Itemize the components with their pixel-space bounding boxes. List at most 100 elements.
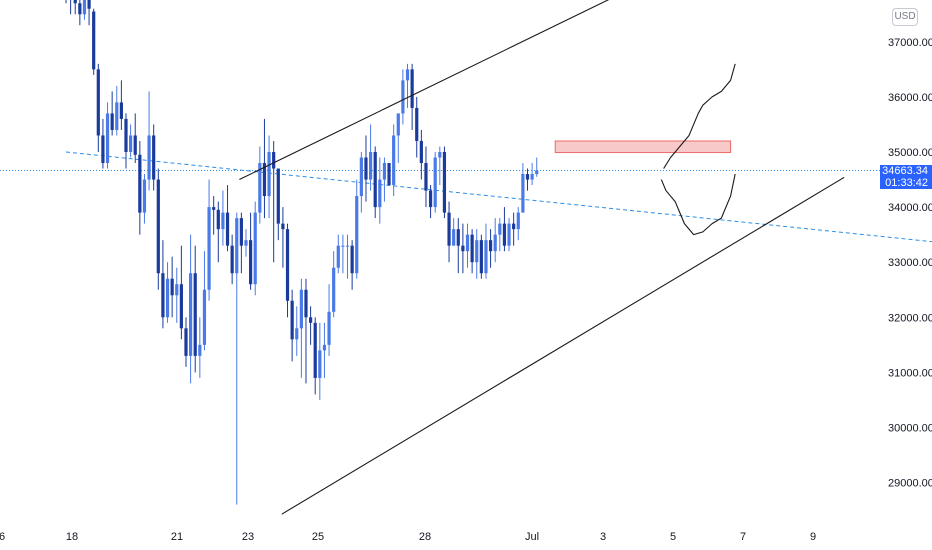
y-tick-label: 35000.00	[888, 147, 932, 159]
candle	[115, 85, 119, 136]
x-tick-label: 5	[670, 531, 676, 543]
candle	[410, 63, 414, 130]
candle	[424, 146, 428, 208]
candle	[105, 102, 110, 169]
candle	[516, 207, 520, 241]
x-axis[interactable]: 6 18 21 23 25 28 Jul 3 5 7 9	[0, 531, 816, 543]
candle	[110, 91, 114, 136]
candle	[267, 135, 271, 219]
candle	[498, 218, 502, 252]
candle	[461, 223, 465, 274]
x-tick-label: Jul	[525, 531, 539, 543]
x-tick-label: 18	[66, 531, 78, 543]
candle	[212, 196, 216, 235]
candle	[299, 278, 303, 378]
candle	[216, 201, 220, 263]
candle	[493, 218, 497, 263]
candle	[230, 234, 234, 285]
y-tick-label: 29000.00	[888, 478, 932, 490]
x-tick-label: 3	[600, 531, 606, 543]
candle	[78, 0, 82, 26]
candle	[355, 179, 359, 279]
candle	[129, 124, 133, 158]
candle	[138, 140, 142, 235]
candle	[165, 262, 170, 323]
candle	[530, 163, 534, 186]
candle	[253, 201, 257, 296]
candle	[452, 218, 456, 246]
candle	[92, 8, 96, 75]
candle	[189, 234, 193, 384]
candle	[207, 179, 211, 301]
candle	[101, 118, 105, 169]
y-tick-label: 32000.00	[888, 312, 932, 324]
last-price-label: 34663.34	[882, 164, 928, 177]
candle	[70, 0, 72, 15]
candle	[244, 229, 248, 257]
candle	[285, 223, 290, 318]
candle	[336, 234, 340, 274]
y-tick-label: 36000.00	[888, 92, 932, 104]
candle	[156, 168, 160, 290]
candle	[368, 124, 373, 191]
resistance-zone[interactable]	[554, 140, 732, 154]
countdown-label: 01:33:42	[885, 176, 928, 189]
candle	[221, 190, 225, 246]
currency-button[interactable]: USD	[892, 8, 918, 26]
candle	[345, 234, 350, 279]
upper-trendline[interactable]	[239, 0, 652, 181]
last-price-badge: 34663.34 01:33:42	[880, 164, 932, 189]
lower-trendline[interactable]	[281, 176, 845, 515]
candle	[327, 284, 331, 356]
candle	[87, 0, 91, 26]
candle	[382, 157, 387, 202]
candle	[392, 124, 396, 197]
candle	[73, 0, 77, 15]
candle	[272, 140, 276, 263]
candle	[428, 185, 433, 219]
candle	[161, 240, 165, 329]
candle	[447, 201, 451, 263]
candle	[295, 306, 299, 356]
candle	[119, 80, 123, 130]
candle	[142, 174, 147, 224]
projection-down-curve[interactable]	[660, 173, 736, 236]
candle	[512, 212, 516, 246]
candle	[147, 91, 151, 191]
candle	[396, 113, 400, 164]
candle	[465, 223, 470, 268]
x-tick-label: 21	[171, 531, 183, 543]
candle	[456, 218, 460, 274]
y-tick-label: 34000.00	[888, 202, 932, 214]
y-tick-label: 31000.00	[888, 367, 932, 379]
x-tick-label: 25	[312, 531, 324, 543]
candle	[124, 113, 128, 169]
y-tick-label: 30000.00	[888, 423, 932, 435]
candle	[479, 234, 483, 279]
candle	[179, 245, 183, 340]
candle	[401, 69, 405, 125]
candle	[488, 229, 493, 268]
y-tick-label: 37000.00	[888, 37, 932, 49]
candle	[262, 118, 267, 219]
candle	[96, 63, 100, 152]
dashed-line[interactable]	[65, 151, 932, 246]
y-axis[interactable]: 29000.00 30000.00 31000.00 32000.00 33000.00…	[888, 37, 932, 490]
candle	[175, 267, 179, 323]
candle	[290, 289, 294, 362]
candle	[419, 129, 423, 180]
x-tick-label: 6	[0, 531, 5, 543]
candle	[521, 163, 525, 213]
candle	[415, 96, 419, 158]
candle	[332, 251, 336, 318]
candle	[373, 146, 377, 219]
candle	[225, 185, 230, 252]
candle	[65, 0, 67, 4]
x-tick-label: 7	[740, 531, 746, 543]
candle	[276, 168, 280, 241]
candle	[341, 234, 345, 274]
y-tick-label: 33000.00	[888, 257, 932, 269]
projection-up-curve[interactable]	[663, 63, 736, 169]
candle	[322, 322, 327, 378]
